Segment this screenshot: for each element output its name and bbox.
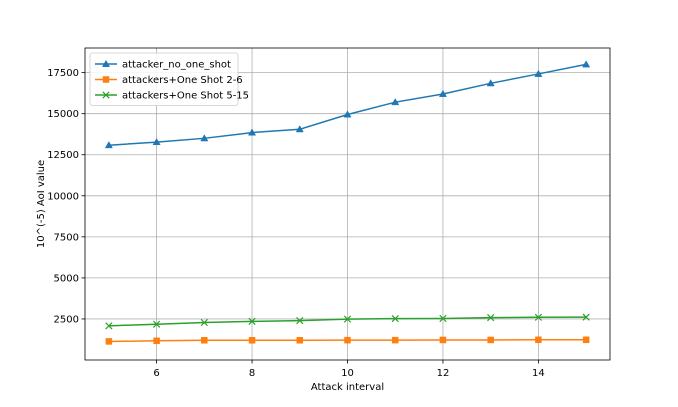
data-point [487, 336, 494, 344]
legend-marker [102, 76, 110, 83]
data-point [535, 336, 542, 344]
legend-box [89, 52, 239, 106]
data-point [391, 336, 399, 344]
y-tick-label: 2500 [54, 314, 79, 325]
data-point [248, 317, 256, 326]
data-point [487, 314, 495, 322]
data-point [344, 336, 351, 344]
data-point [296, 337, 304, 344]
series-2 [105, 336, 590, 345]
data-point [153, 337, 160, 345]
y-tick-label: 10000 [47, 191, 79, 202]
data-point [582, 313, 590, 321]
data-point [391, 314, 399, 323]
data-point [582, 336, 590, 344]
data-point [105, 322, 113, 330]
legend-entry: attackers+One Shot 5-15 [95, 91, 249, 102]
legend-entry: attackers+One Shot 2-6 [95, 75, 243, 86]
y-tick-label: 12500 [47, 150, 79, 161]
data-point [343, 110, 352, 118]
y-tick-label: 17500 [47, 68, 79, 79]
legend-marker [101, 59, 111, 67]
data-point [201, 337, 208, 344]
ticks: 6 8 10 12 14 2500 5000 7500 10000 12500 15000 17500 [47, 68, 545, 379]
legend-label: attackers+One Shot 5-15 [122, 91, 249, 102]
legend-marker [102, 91, 110, 99]
x-tick-label: 14 [532, 368, 545, 379]
x-tick-label: 8 [249, 368, 255, 379]
data-point [248, 337, 256, 344]
y-tick-label: 5000 [54, 273, 79, 284]
y-tick-label: 15000 [47, 109, 79, 120]
legend: attacker_no_one_shot attackers+One Shot 2… [89, 52, 249, 106]
y-axis-label: 10^(-5) AoI value [36, 160, 47, 248]
x-tick-label: 10 [341, 368, 354, 379]
data-point [534, 313, 543, 321]
data-point [391, 98, 400, 106]
data-point [343, 315, 352, 323]
x-tick-label: 12 [437, 368, 450, 379]
data-point [296, 316, 304, 325]
data-point [152, 137, 161, 146]
data-point [439, 336, 447, 344]
data-point [200, 134, 209, 142]
data-point [295, 125, 304, 133]
y-tick-label: 7500 [54, 232, 79, 243]
data-point [582, 60, 591, 68]
data-point [486, 79, 495, 87]
data-point [439, 314, 447, 323]
data-point [248, 128, 257, 136]
data-point [438, 89, 447, 97]
data-point [534, 69, 543, 77]
series-1 [104, 60, 591, 149]
series-3 [105, 313, 590, 330]
data-point [152, 320, 161, 328]
series-layer [104, 60, 591, 345]
data-point [105, 338, 113, 345]
x-axis-label: Attack interval [311, 382, 384, 393]
data-point [104, 141, 113, 149]
legend-entry: attacker_no_one_shot [95, 60, 231, 71]
data-point [200, 318, 208, 327]
legend-label: attacker_no_one_shot [122, 60, 231, 71]
x-tick-label: 6 [153, 368, 159, 379]
legend-label: attackers+One Shot 2-6 [122, 75, 243, 86]
